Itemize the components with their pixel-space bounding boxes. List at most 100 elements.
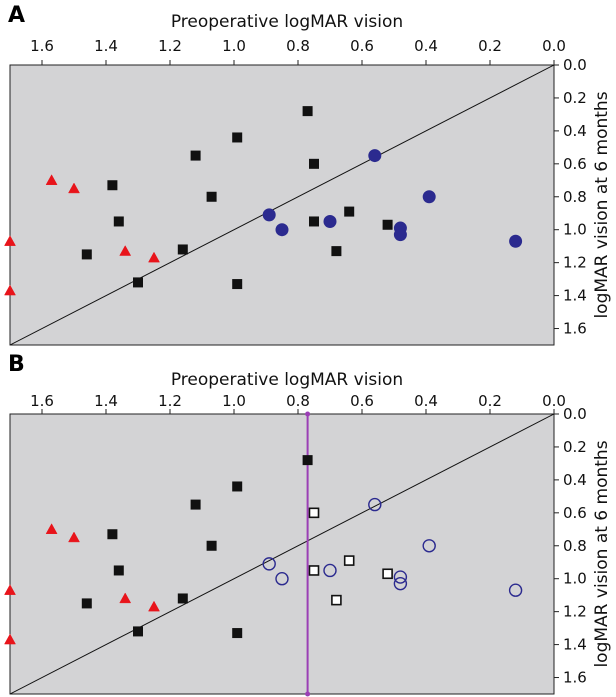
x-tick-label: 0.0 — [542, 392, 566, 410]
data-point-triangle — [4, 284, 16, 296]
data-point-square — [232, 628, 243, 639]
panel-b: B Preoperative logMAR vision 1.6 1.4 1.2 1.0 0… — [4, 352, 612, 697]
data-point-square — [133, 277, 143, 288]
x-tick-label: 0.0 — [542, 37, 566, 55]
x-tick-label: 0.4 — [414, 392, 438, 410]
y-tick-label: 1.6 — [563, 669, 587, 687]
plot-contents — [10, 414, 554, 694]
data-point-triangle — [68, 182, 80, 194]
data-point-square — [107, 180, 118, 191]
data-point-square — [113, 565, 124, 576]
data-point-square — [309, 216, 319, 227]
y-tick-label: 0.4 — [563, 122, 587, 140]
y-tick-label: 1.2 — [563, 254, 587, 272]
x-tick-label: 1.0 — [222, 37, 246, 55]
data-point-square — [107, 529, 118, 540]
data-point-triangle — [45, 523, 58, 534]
reference-line-end — [305, 691, 311, 697]
y-axis-title: logMAR vision at 6 months — [592, 91, 612, 318]
data-point-circle — [262, 557, 276, 571]
y-axis-title: logMAR vision at 6 months — [592, 440, 612, 667]
data-point-triangle — [45, 174, 58, 185]
x-tick-label: 1.2 — [158, 37, 182, 55]
data-point-circle — [393, 576, 408, 591]
data-point-triangle — [4, 235, 16, 246]
data-point-triangle — [119, 592, 132, 604]
x-tick-label: 0.6 — [350, 392, 374, 410]
x-axis-title: Preoperative logMAR vision — [171, 370, 403, 390]
data-point-circle — [323, 214, 337, 228]
x-tick-label: 0.2 — [478, 37, 502, 55]
y-tick-label: 0.6 — [563, 504, 587, 522]
data-point-square — [190, 150, 201, 161]
data-point-square — [190, 499, 201, 510]
data-point-circle — [422, 190, 436, 204]
data-point-square — [113, 216, 124, 227]
data-point-square — [232, 481, 243, 492]
y-tick-label: 0.8 — [563, 188, 587, 206]
data-point-square — [344, 206, 355, 217]
x-tick-label: 1.0 — [222, 392, 246, 410]
plot-contents — [10, 65, 554, 345]
data-point-square — [206, 540, 217, 551]
data-point-square — [309, 158, 319, 169]
panel-letter: A — [8, 3, 25, 28]
y-tick-label: 0.4 — [563, 471, 587, 489]
x-tick-label: 0.8 — [286, 37, 310, 55]
data-point-square — [177, 244, 188, 255]
y-tick-label: 1.4 — [563, 287, 587, 305]
panel-letter: B — [8, 352, 25, 377]
data-point-triangle — [148, 251, 160, 263]
data-point-triangle — [148, 600, 160, 612]
equality-line — [10, 65, 554, 345]
data-point-square — [382, 568, 393, 580]
data-point-square — [308, 507, 320, 519]
data-point-triangle — [119, 245, 132, 256]
data-point-circle — [422, 539, 436, 553]
data-point-square — [331, 594, 342, 606]
x-tick-label: 1.6 — [30, 37, 54, 55]
data-point-square — [177, 593, 188, 604]
data-point-square — [308, 565, 320, 576]
y-tick-label: 0.2 — [563, 89, 587, 107]
y-tick-label: 1.4 — [563, 636, 587, 654]
data-point-square — [232, 132, 243, 143]
data-point-circle — [368, 497, 382, 512]
data-point-square — [81, 249, 92, 260]
x-axis-title: Preoperative logMAR vision — [171, 12, 403, 32]
x-tick-label: 1.4 — [94, 37, 118, 55]
y-tick-label: 1.0 — [563, 221, 587, 239]
data-point-circle — [393, 228, 407, 242]
data-point-triangle — [68, 531, 80, 543]
panel-a: A Preoperative logMAR vision 1.6 1.4 1.2 1.0 0… — [4, 3, 612, 346]
data-point-circle — [262, 208, 276, 222]
data-point-square — [81, 598, 92, 609]
data-point-circle — [368, 149, 382, 163]
data-point-circle — [508, 583, 523, 597]
x-tick-label: 0.6 — [350, 37, 374, 55]
data-point-circle — [275, 572, 289, 586]
y-tick-label: 0.2 — [563, 438, 587, 456]
data-point-square — [302, 455, 313, 466]
x-tick-label: 1.2 — [158, 392, 182, 410]
data-point-square — [302, 106, 313, 117]
data-point-triangle — [4, 633, 16, 645]
y-tick-label: 0.0 — [563, 56, 587, 74]
y-tick-label: 1.6 — [563, 320, 587, 338]
x-tick-label: 1.6 — [30, 392, 54, 410]
data-point-triangle — [4, 584, 16, 595]
x-tick-label: 0.8 — [286, 392, 310, 410]
data-point-circle — [323, 563, 337, 578]
data-point-square — [331, 246, 342, 257]
data-point-square — [206, 191, 217, 202]
x-tick-label: 0.4 — [414, 37, 438, 55]
x-tick-label: 1.4 — [94, 392, 118, 410]
data-point-square — [133, 626, 143, 637]
data-point-square — [232, 279, 243, 290]
equality-line — [10, 414, 554, 694]
y-tick-label: 0.0 — [563, 405, 587, 423]
y-tick-label: 0.8 — [563, 537, 587, 555]
x-tick-label: 0.2 — [478, 392, 502, 410]
data-point-circle — [509, 234, 523, 248]
